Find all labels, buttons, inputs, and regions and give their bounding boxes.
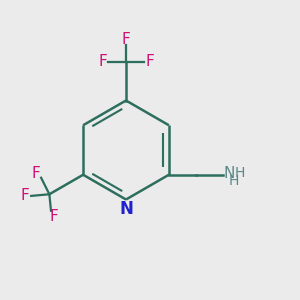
Text: F: F [98,54,107,69]
Text: H: H [234,166,244,180]
Text: H: H [228,174,239,188]
Text: N: N [119,200,133,218]
Text: N: N [224,166,235,181]
Text: F: F [50,209,58,224]
Text: F: F [145,54,154,69]
Text: F: F [31,166,40,181]
Text: F: F [122,32,130,47]
Text: F: F [21,188,30,203]
